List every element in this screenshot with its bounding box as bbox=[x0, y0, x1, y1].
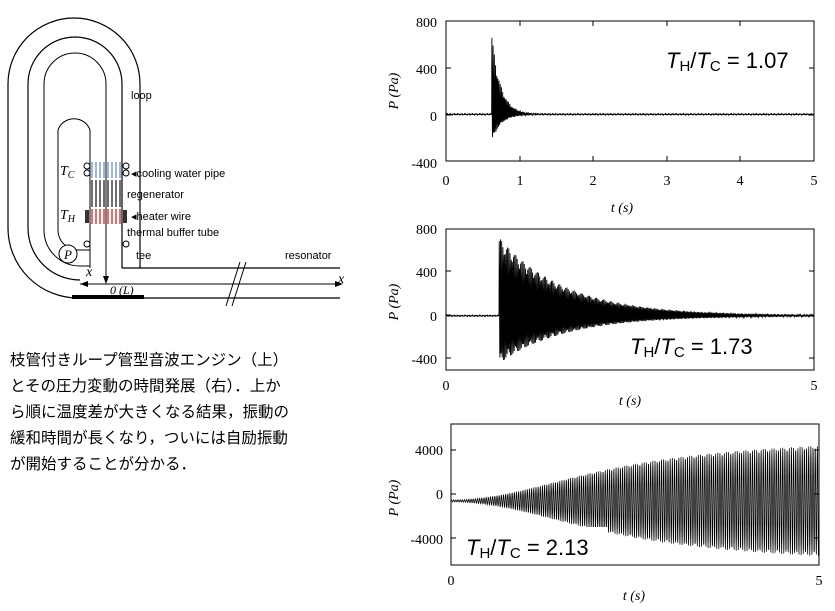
pressure-sensor-label: P bbox=[63, 247, 72, 262]
heater-wire-label: ◂heater wire bbox=[131, 211, 191, 223]
svg-text:TH/TC = 1.07: TH/TC = 1.07 bbox=[666, 48, 789, 75]
svg-text:TH/TC = 1.73: TH/TC = 1.73 bbox=[630, 334, 753, 361]
x-axis-label: x bbox=[337, 272, 345, 287]
regenerator bbox=[91, 180, 121, 207]
y-tick-label: -4000 bbox=[410, 533, 443, 548]
y-tick-label: 400 bbox=[416, 266, 437, 281]
pressure-trace-line bbox=[445, 239, 815, 361]
x-axis-title: t (s) bbox=[611, 201, 634, 216]
chart-3: 4000 0 -4000 0 5 t (s) P (Pa) TH/TC = 2.… bbox=[387, 423, 823, 604]
y-tick-label: 400 bbox=[416, 63, 437, 78]
loop-outer-wall bbox=[7, 17, 232, 299]
temperature-ratio-annotation: TH/TC = 2.13 bbox=[460, 527, 608, 562]
y-tick-label: 4000 bbox=[415, 444, 443, 459]
figure-caption: 枝管付きループ管型音波エンジン（上） とその圧力変動の時間発展（右）．上か ら順… bbox=[10, 347, 362, 477]
y-tick-label: 0 bbox=[430, 110, 437, 125]
chart-2: 800 400 0 -400 0 5 t (s) P (Pa) TH/TC = … bbox=[387, 223, 818, 409]
temperature-ratio-annotation: TH/TC = 1.07 bbox=[660, 40, 808, 75]
x-origin-pointer-head bbox=[103, 276, 109, 284]
tee-label: tee bbox=[136, 250, 151, 262]
heater-wire bbox=[85, 209, 127, 224]
caption-line: 緩和時間が長くなり，ついには自励振動 bbox=[10, 429, 288, 447]
x-tick-label: 1 bbox=[517, 174, 524, 189]
caption-line: ら順に温度差が大きくなる結果，振動の bbox=[10, 403, 290, 421]
y-tick-label: 0 bbox=[436, 488, 443, 503]
y-axis-title: P (Pa) bbox=[387, 283, 402, 321]
thermal-buffer-label: thermal buffer tube bbox=[127, 227, 219, 239]
y-tick-label: 0 bbox=[430, 310, 437, 325]
caption-line: 枝管付きループ管型音波エンジン（上） bbox=[10, 351, 289, 369]
pressure-sensor bbox=[58, 244, 78, 264]
x-tick-label: 3 bbox=[664, 174, 671, 189]
y-tick-label: -400 bbox=[411, 157, 437, 172]
x-tick-label: 0 bbox=[448, 574, 455, 589]
cooling-water-pipe bbox=[83, 162, 130, 178]
y-tick-label: 800 bbox=[416, 16, 437, 31]
resonator-junction-bar bbox=[72, 295, 144, 299]
x-axis-title: t (s) bbox=[619, 394, 642, 409]
x-axis-arrowhead bbox=[335, 281, 343, 287]
resonator-label: resonator bbox=[285, 250, 332, 262]
y-tick-label: -400 bbox=[411, 353, 437, 368]
regenerator-label: regenerator bbox=[127, 189, 184, 201]
y-axis-title: P (Pa) bbox=[387, 479, 402, 517]
chart-2-ticks bbox=[446, 270, 814, 359]
x-axis-title: t (s) bbox=[623, 589, 646, 604]
x-axis-left-arrowhead bbox=[80, 281, 88, 287]
y-tick-label: 800 bbox=[416, 223, 437, 238]
origin-label: 0 (L) bbox=[110, 283, 134, 297]
cooling-pipe-label: ◂cooling water pipe bbox=[131, 168, 225, 180]
x-tick-label: 0 bbox=[443, 174, 450, 189]
caption-line: とその圧力変動の時間発展（右）．上か bbox=[10, 377, 281, 395]
x-tick-label: 5 bbox=[816, 574, 823, 589]
pressure-trace-line bbox=[445, 37, 815, 138]
caption-line: が開始することが分かる． bbox=[10, 455, 197, 473]
x-tick-label: 0 bbox=[443, 379, 450, 394]
chart-1: 800 400 0 -400 0 1 2 3 4 5 t (s) P (Pa) … bbox=[387, 16, 818, 216]
chart-3-ticks bbox=[451, 449, 819, 539]
loop-label: loop bbox=[131, 90, 152, 102]
tee-mark bbox=[83, 240, 91, 248]
x-tick-label: 5 bbox=[811, 174, 818, 189]
tc-label: TC bbox=[60, 164, 75, 181]
x-local-label: x bbox=[85, 265, 93, 280]
loop-center-line bbox=[43, 52, 107, 268]
pressure-trace-line bbox=[450, 446, 820, 556]
loop-inner-wall bbox=[27, 36, 123, 281]
y-axis-title: P (Pa) bbox=[387, 72, 402, 110]
tee-mark bbox=[122, 240, 130, 248]
svg-text:TH/TC = 2.13: TH/TC = 2.13 bbox=[466, 535, 589, 562]
engine-schematic: P loop TC TH ◂cooling water pipe regener… bbox=[7, 17, 345, 307]
x-tick-label: 2 bbox=[590, 174, 597, 189]
x-tick-label: 5 bbox=[811, 379, 818, 394]
x-tick-label: 4 bbox=[737, 174, 744, 189]
temperature-ratio-annotation: TH/TC = 1.73 bbox=[624, 326, 772, 361]
chart-1-ticks bbox=[446, 21, 814, 161]
th-label: TH bbox=[60, 208, 76, 225]
